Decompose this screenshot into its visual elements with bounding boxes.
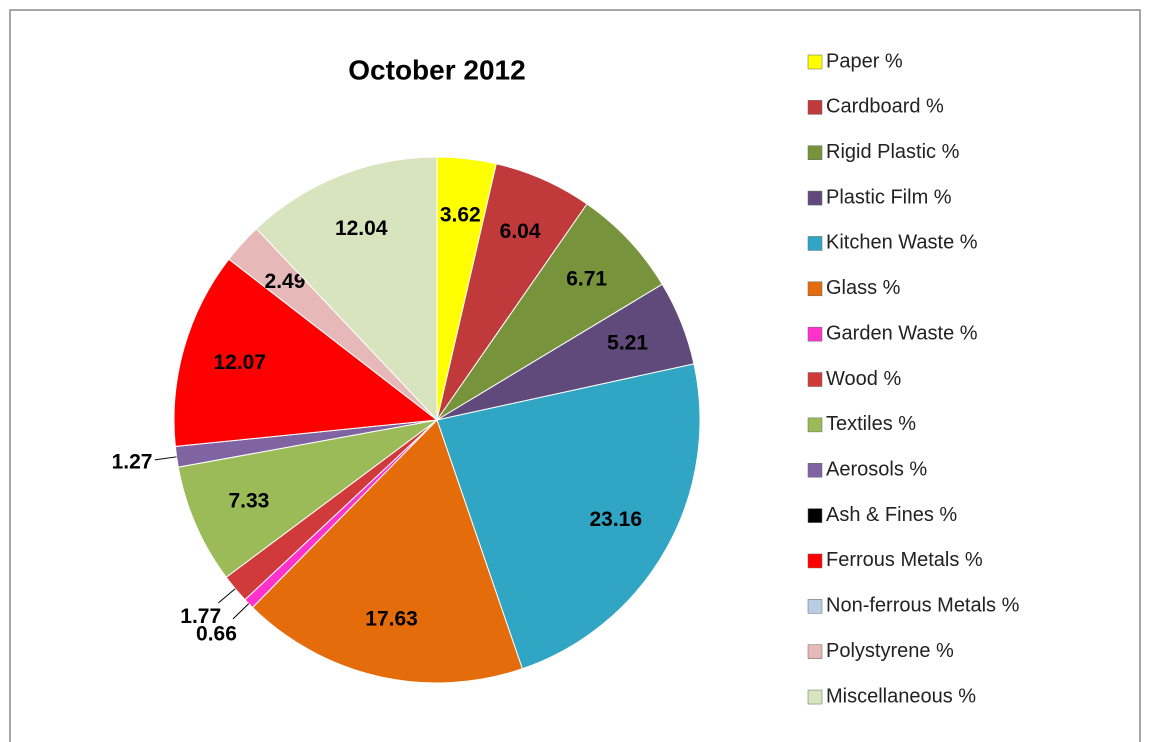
legend-label: Polystyrene %: [826, 640, 954, 662]
data-label: 2.49: [265, 270, 306, 293]
legend-swatch: [807, 553, 823, 569]
legend-swatch: [807, 145, 823, 160]
pie-slice: [251, 419, 523, 684]
legend-swatch: [807, 372, 823, 387]
data-label: 23.16: [589, 508, 642, 531]
leader-line: [154, 456, 177, 461]
pie-slice: [255, 156, 438, 422]
legend-swatch: [807, 644, 823, 659]
chart-title: October 2012: [348, 54, 525, 85]
leader-line: [232, 603, 250, 620]
leader-line: [218, 588, 236, 604]
pie-slice: [177, 419, 438, 578]
data-label: 1.77: [180, 605, 221, 628]
legend-label: Ash & Fines %: [826, 504, 957, 526]
pie-slice: [436, 363, 701, 670]
legend-label: Textiles %: [826, 413, 916, 435]
legend-swatch: [807, 190, 823, 206]
legend-label: Non-ferrous Metals %: [826, 595, 1020, 617]
legend-label: Paper %: [826, 50, 903, 72]
legend-label: Cardboard %: [826, 96, 944, 118]
legend-swatch: [807, 462, 823, 478]
legend-label: Kitchen Waste %: [826, 232, 978, 254]
legend-label: Wood %: [826, 368, 901, 390]
legend-swatch: [807, 281, 823, 297]
data-label: 3.62: [440, 204, 481, 227]
legend-label: Ferrous Metals %: [826, 549, 983, 571]
data-label: 6.71: [566, 267, 607, 290]
data-label: 6.04: [500, 220, 541, 243]
pie-slice: [173, 258, 439, 447]
data-label: 0.66: [196, 623, 237, 646]
legend-swatch: [807, 236, 823, 251]
legend-label: Rigid Plastic %: [826, 141, 960, 163]
data-label: 12.07: [213, 351, 266, 374]
data-label: 1.27: [112, 451, 153, 474]
legend-label: Garden Waste %: [826, 322, 978, 344]
data-label: 5.21: [607, 332, 648, 355]
legend-label: Miscellaneous %: [826, 685, 976, 707]
legend-label: Glass %: [826, 277, 901, 299]
legend-swatch: [807, 599, 823, 614]
legend-swatch: [807, 689, 823, 705]
legend-label: Plastic Film %: [826, 186, 952, 208]
legend-swatch: [807, 326, 823, 342]
pie-slice: [436, 203, 663, 421]
legend-swatch: [807, 100, 823, 115]
legend-swatch: [807, 54, 823, 70]
legend-swatch: [807, 417, 823, 433]
data-label: 7.33: [228, 489, 269, 512]
legend-label: Aerosols %: [826, 459, 927, 481]
data-label: 12.04: [335, 217, 388, 240]
legend-swatch: [807, 508, 823, 523]
data-label: 17.63: [365, 608, 418, 631]
